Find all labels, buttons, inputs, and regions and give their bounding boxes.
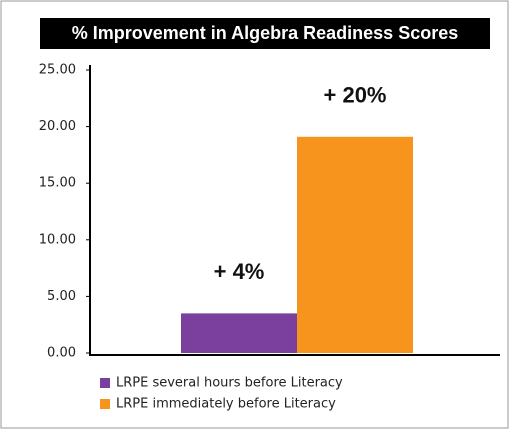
chart-title: % Improvement in Algebra Readiness Score…	[72, 23, 458, 43]
y-tick-label: 10.00	[39, 232, 76, 247]
bar	[297, 136, 413, 353]
legend-swatch	[100, 399, 110, 409]
y-tick-label: 15.00	[39, 176, 76, 191]
title-banner	[40, 18, 490, 49]
legend-label: LRPE several hours before Literacy	[116, 376, 343, 391]
y-tick-label: 5.00	[47, 289, 76, 304]
y-tick-label: 20.00	[39, 119, 76, 134]
y-tick-label: 0.00	[47, 346, 76, 361]
annotation: + 4%	[214, 259, 265, 284]
legend-label: LRPE immediately before Literacy	[116, 397, 336, 412]
bar	[181, 313, 297, 353]
y-tick-label: 25.00	[39, 63, 76, 78]
legend-swatch	[100, 378, 110, 388]
annotation: + 20%	[324, 83, 387, 108]
